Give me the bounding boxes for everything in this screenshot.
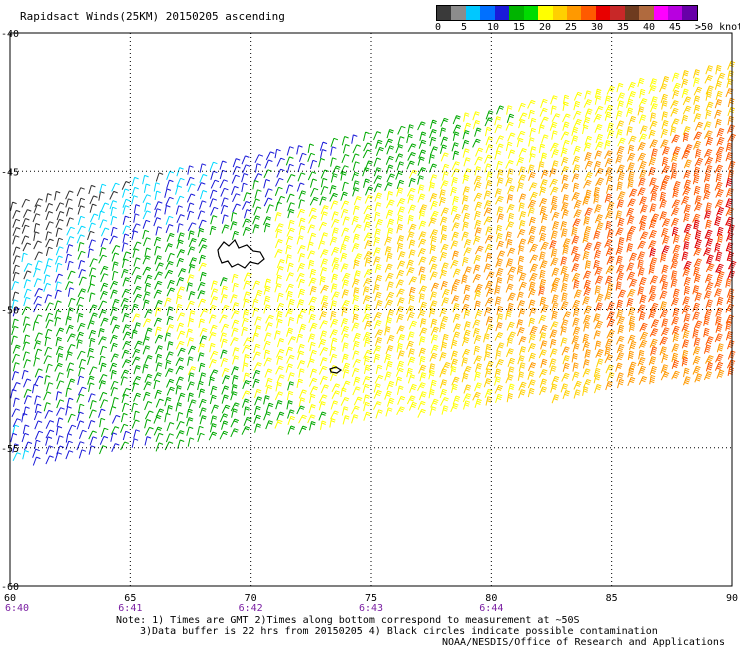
- time-label: 6:41: [118, 603, 142, 614]
- wind-barb-group: [11, 161, 218, 462]
- lat-tick-label: -50: [1, 306, 19, 317]
- wind-barb-group: [649, 177, 737, 280]
- legend-label: 10: [487, 22, 500, 33]
- island-small: [329, 366, 343, 374]
- legend-label: 0: [435, 22, 442, 33]
- legend-swatch: [465, 6, 481, 20]
- legend-swatch: [523, 6, 539, 20]
- legend-label: 35: [617, 22, 630, 33]
- credit-line: NOAA/NESDIS/Office of Research and Appli…: [442, 637, 725, 648]
- time-label: 6:44: [479, 603, 503, 614]
- legend-swatch: [668, 6, 683, 20]
- note-line-2: 3)Data buffer is 22 hrs from 20150205 4)…: [140, 626, 658, 637]
- time-label: 6:42: [239, 603, 263, 614]
- legend-swatch: [595, 6, 611, 20]
- wind-barb-group: [132, 72, 700, 430]
- wind-speed-legend: 0 5 10 15 20 25 30 35 40 45 >50 knots: [435, 5, 740, 35]
- lon-tick-label: 65: [124, 593, 136, 604]
- legend-swatch: [451, 6, 466, 20]
- legend-swatch: [639, 6, 654, 20]
- lat-tick-label: -40: [1, 29, 19, 40]
- time-label: 6:43: [359, 603, 383, 614]
- lon-tick-label: 80: [485, 593, 497, 604]
- legend-swatch: [610, 6, 625, 20]
- lat-tick-label: -45: [1, 167, 19, 178]
- legend-swatch: [552, 6, 567, 20]
- wind-barb-group: [309, 60, 736, 406]
- island-large: [217, 238, 265, 269]
- lon-tick-label: 90: [726, 593, 738, 604]
- legend-label: 40: [643, 22, 656, 33]
- wind-barbs: [10, 60, 737, 466]
- map-frame: [9, 32, 733, 587]
- lat-tick-label: -60: [1, 582, 19, 593]
- wind-barb-group: [538, 124, 736, 376]
- lon-tick-label: 60: [4, 593, 16, 604]
- lon-tick-label: 70: [245, 593, 257, 604]
- island-coastline: [217, 238, 343, 374]
- footer-notes: Note: 1) Times are GMT 2)Times along bot…: [116, 615, 725, 648]
- legend-swatch: [480, 6, 495, 20]
- wind-barb-group: [11, 105, 515, 455]
- time-label: 6:40: [5, 603, 29, 614]
- legend-label: 20: [539, 22, 552, 33]
- wind-barb-group: [10, 134, 358, 466]
- wind-barb-group: [408, 88, 735, 391]
- legend-swatch: [509, 6, 524, 20]
- legend-label: 5: [461, 22, 468, 33]
- legend-label: 30: [591, 22, 604, 33]
- legend-swatch: [624, 6, 640, 20]
- legend-labels: 0 5 10 15 20 25 30 35 40 45 >50 knots: [435, 21, 740, 35]
- wind-barb-group: [10, 172, 164, 301]
- legend-color-bar: [436, 5, 698, 21]
- lat-tick-label: -55: [1, 444, 19, 455]
- legend-swatch: [581, 6, 596, 20]
- lon-tick-label: 75: [365, 593, 377, 604]
- note-line-1: Note: 1) Times are GMT 2)Times along bot…: [116, 615, 580, 626]
- legend-swatch: [566, 6, 582, 20]
- legend-swatch: [437, 6, 452, 20]
- legend-swatch: [682, 6, 697, 20]
- map-grid: [10, 33, 732, 586]
- map-title: Rapidsact Winds(25KM) 20150205 ascending: [20, 10, 285, 23]
- legend-swatch: [538, 6, 553, 20]
- legend-swatch: [494, 6, 510, 20]
- axis-labels: 60 65 70 75 80 85 90 -40 -45 -50 -55 -60 6:40 6:41 6:4…: [1, 29, 738, 614]
- legend-label: 25: [565, 22, 578, 33]
- legend-label: 15: [513, 22, 526, 33]
- legend-label: 45: [669, 22, 682, 33]
- lon-tick-label: 85: [606, 593, 618, 604]
- legend-swatch: [653, 6, 668, 20]
- legend-label: >50 knots: [695, 22, 740, 33]
